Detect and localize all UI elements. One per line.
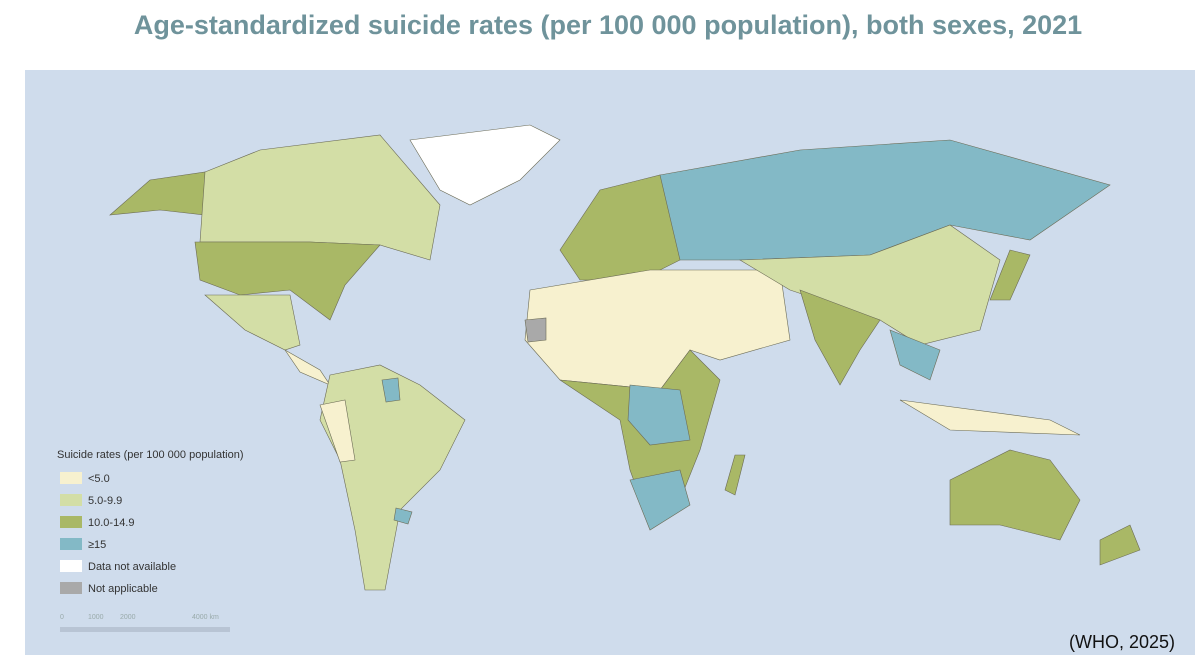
region — [949, 449, 1081, 541]
region — [899, 399, 1081, 436]
legend-swatch — [60, 494, 82, 506]
legend-swatch — [60, 582, 82, 594]
region — [524, 269, 791, 391]
legend-label: 10.0-14.9 — [88, 517, 134, 529]
region — [889, 329, 941, 381]
map-title: Age-standardized suicide rates (per 100 … — [134, 10, 1082, 40]
legend-swatch — [60, 560, 82, 572]
legend-swatch — [60, 516, 82, 528]
legend-label: ≥15 — [88, 539, 106, 551]
region — [381, 377, 401, 403]
scale-label: 1000 — [88, 614, 104, 621]
region — [194, 241, 381, 321]
scale-label: 0 — [60, 614, 64, 621]
region — [393, 507, 413, 525]
map-regions — [109, 124, 1141, 591]
region — [1099, 524, 1141, 566]
region — [989, 249, 1031, 301]
region — [319, 399, 356, 463]
citation: (WHO, 2025) — [1069, 632, 1175, 652]
scale-label: 2000 — [120, 614, 136, 621]
scale-label: 4000 km — [192, 614, 219, 621]
legend: <5.0 5.0-9.9 10.0-14.9 ≥15 Data not availabl… — [60, 472, 176, 595]
region — [724, 454, 746, 496]
legend-label: Not applicable — [88, 583, 158, 595]
legend-label: Data not available — [88, 561, 176, 573]
scale-bar: 0 1000 2000 4000 km — [60, 614, 230, 632]
region — [627, 384, 691, 446]
legend-swatch — [60, 472, 82, 484]
region — [659, 139, 1111, 261]
legend-label: 5.0-9.9 — [88, 495, 122, 507]
region — [799, 289, 881, 386]
scale-bar-bar — [60, 627, 230, 632]
region — [409, 124, 561, 206]
legend-label: <5.0 — [88, 473, 110, 485]
legend-title: Suicide rates (per 100 000 population) — [57, 449, 244, 461]
region — [524, 317, 547, 343]
legend-swatch — [60, 538, 82, 550]
region — [204, 294, 301, 351]
region — [629, 469, 691, 531]
